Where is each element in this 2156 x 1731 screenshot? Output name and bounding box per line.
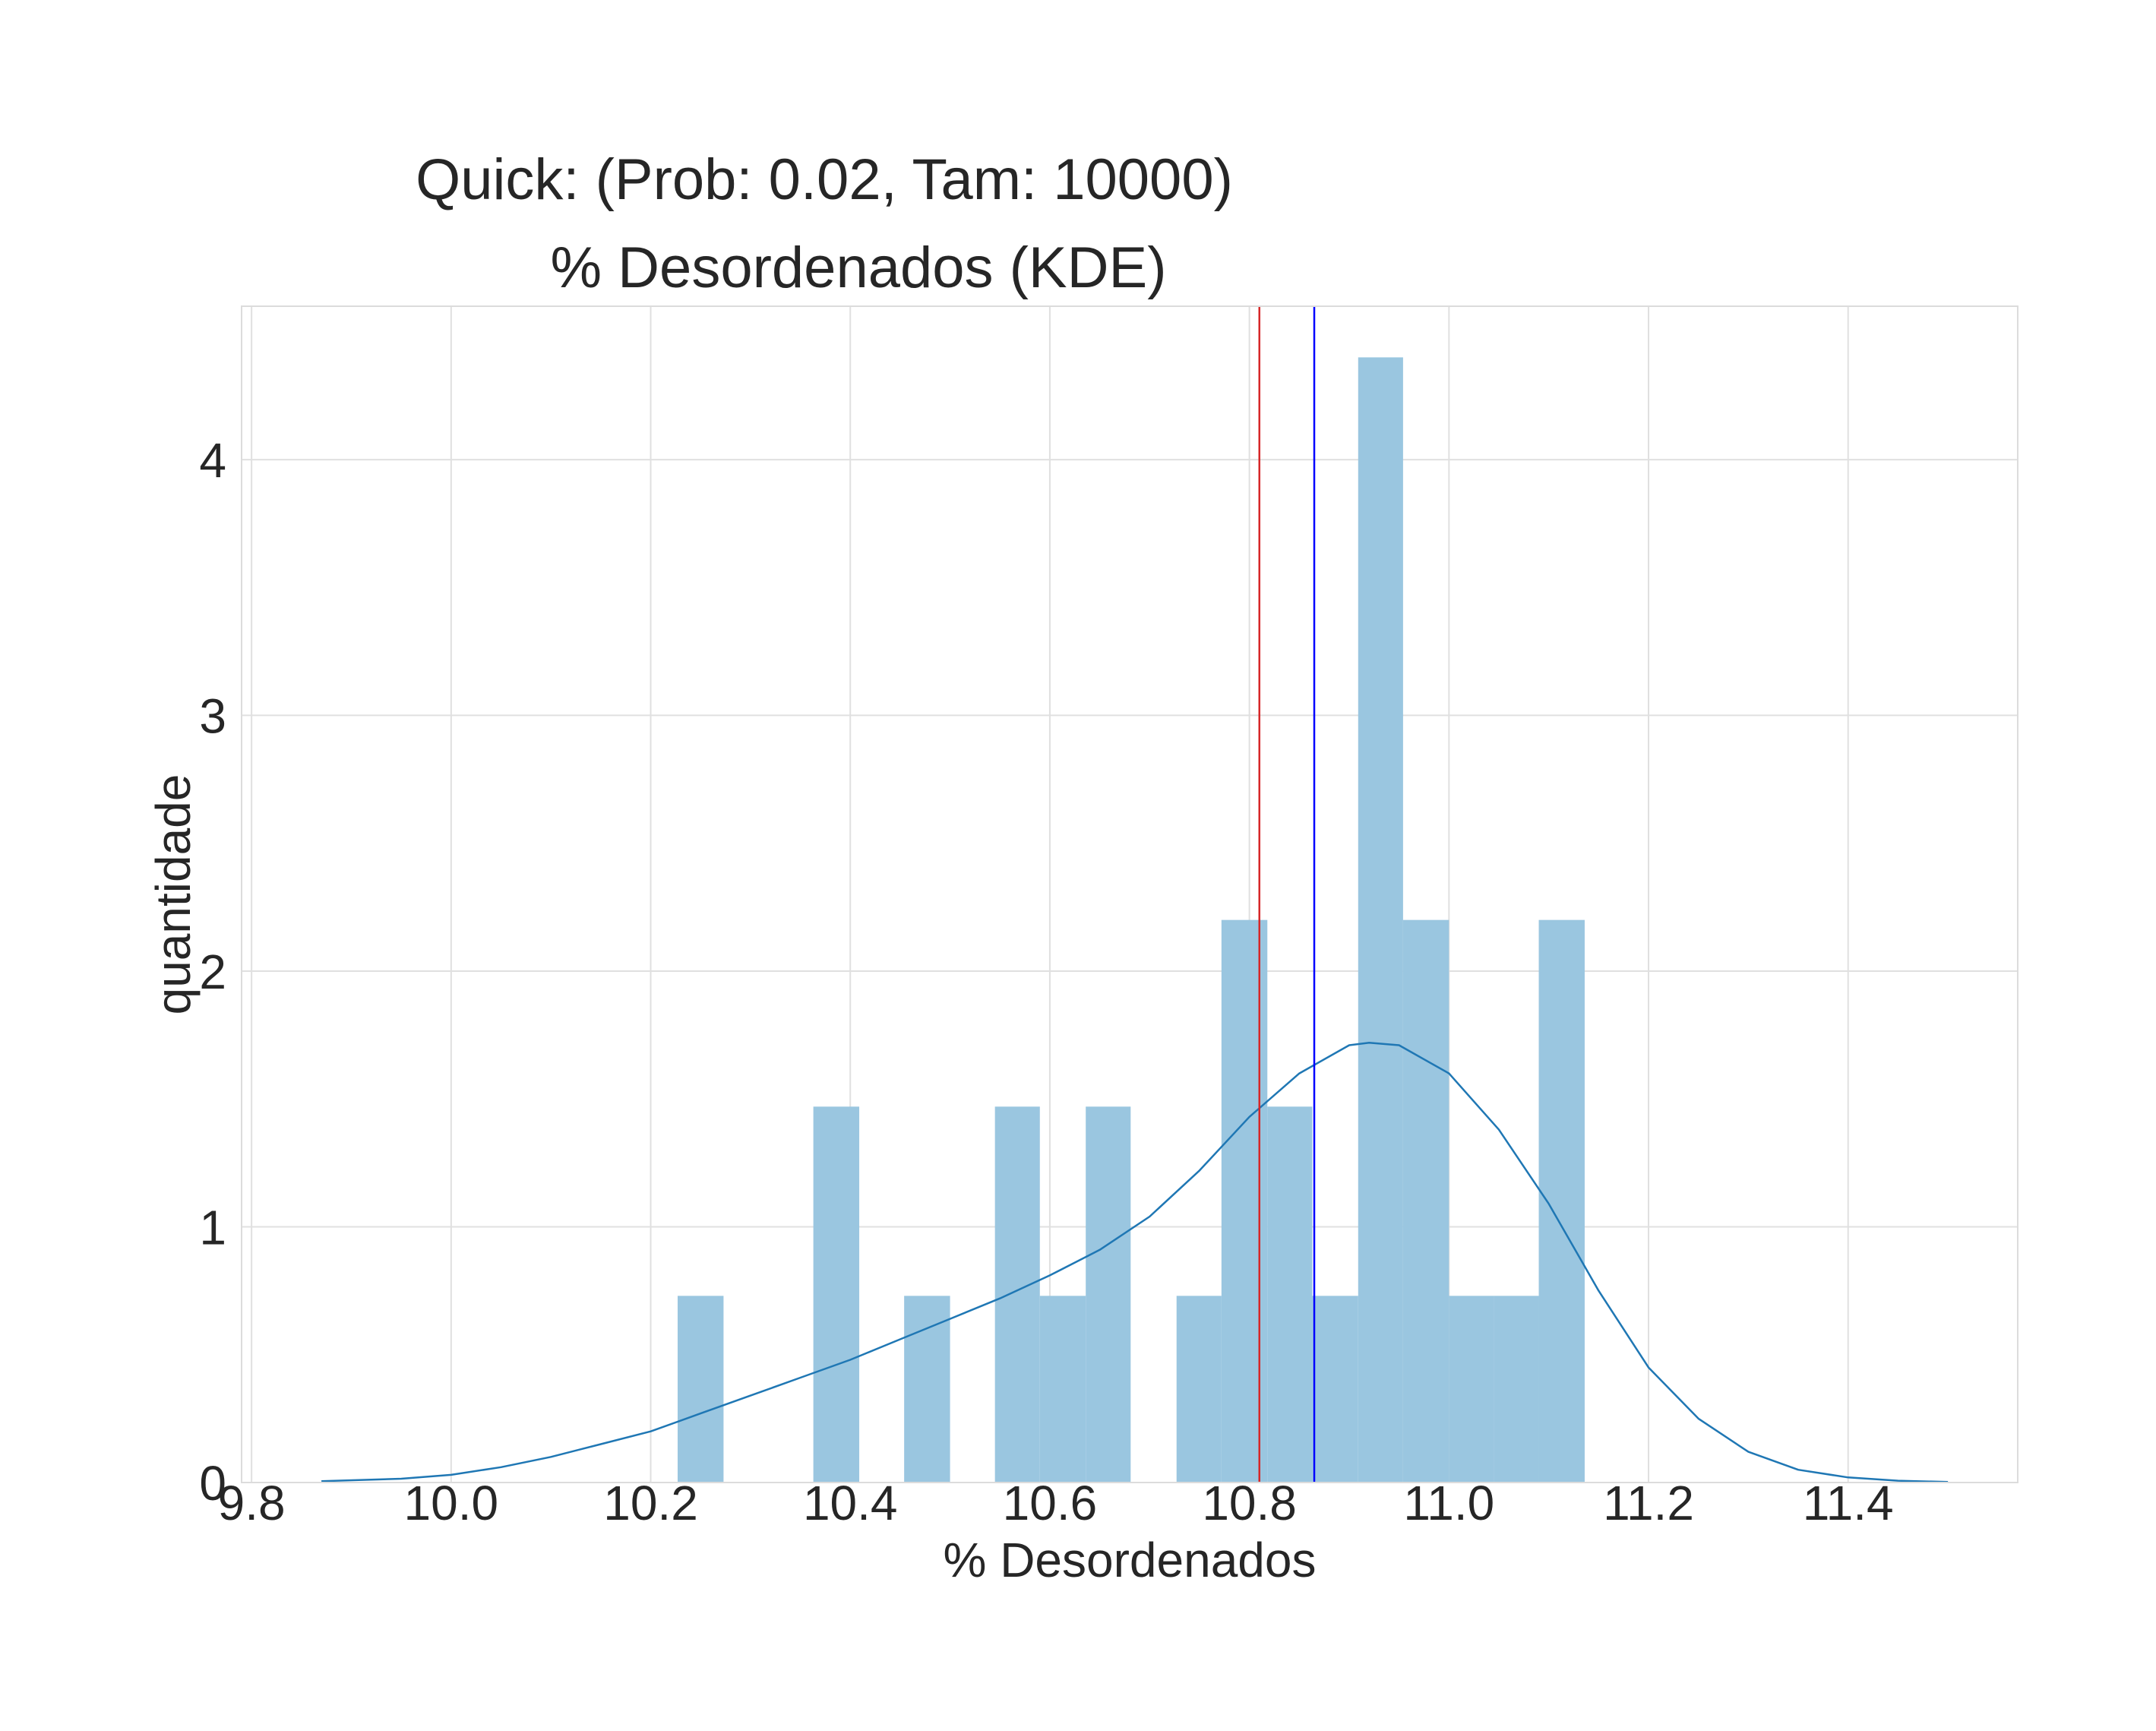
histogram-bar [1358,357,1403,1483]
histogram-bar [1494,1296,1539,1483]
histogram-bar [1538,919,1585,1483]
vline-layer [1258,306,1316,1483]
x-axis-label: % Desordenados [944,1533,1317,1587]
histogram-bar [1039,1296,1086,1483]
kde-layer [321,1041,1949,1483]
y-tick-label: 4 [199,433,226,488]
y-axis-label: quantidade [146,774,201,1015]
histogram-bar [1402,919,1449,1483]
histogram-bar [994,1106,1040,1483]
plot-area-frame [241,305,2018,1483]
histogram-bar [1176,1296,1222,1483]
x-tick-label: 11.2 [1603,1476,1694,1530]
histogram-bar [904,1296,950,1483]
x-tick-label: 10.4 [803,1476,898,1530]
histogram-bar [1267,1106,1313,1483]
histogram-bar [677,1296,724,1483]
x-tick-label: 11.4 [1803,1476,1894,1530]
y-tick-label: 1 [199,1200,226,1255]
x-tick-label: 9.8 [218,1476,286,1530]
histogram-bar [813,1106,860,1483]
x-tick-label: 10.2 [603,1476,698,1530]
x-tick-label: 11.0 [1403,1476,1494,1530]
y-tick-label: 0 [199,1456,226,1511]
histogram-bars [677,357,1585,1483]
histogram-bar [1221,919,1268,1483]
tick-labels: 9.8 10.0 10.2 10.4 10.6 10.8 11.0 11.2 11.4 0 1 2 3 4 [199,433,1893,1530]
x-tick-label: 10.8 [1202,1476,1297,1530]
x-tick-label: 10.6 [1003,1476,1098,1530]
chart-title-line1: Quick: (Prob: 0.02, Tam: 10000) [416,147,1233,212]
kde-curve [321,1041,1949,1483]
histogram-bar [1312,1296,1358,1483]
y-tick-label: 3 [199,688,226,743]
y-tick-label: 2 [199,945,226,999]
histogram-bar [1086,1106,1131,1483]
histogram-bar [1449,1296,1494,1483]
x-tick-label: 10.0 [404,1476,499,1530]
chart-title-line2: % Desordenados (KDE) [550,236,1166,300]
